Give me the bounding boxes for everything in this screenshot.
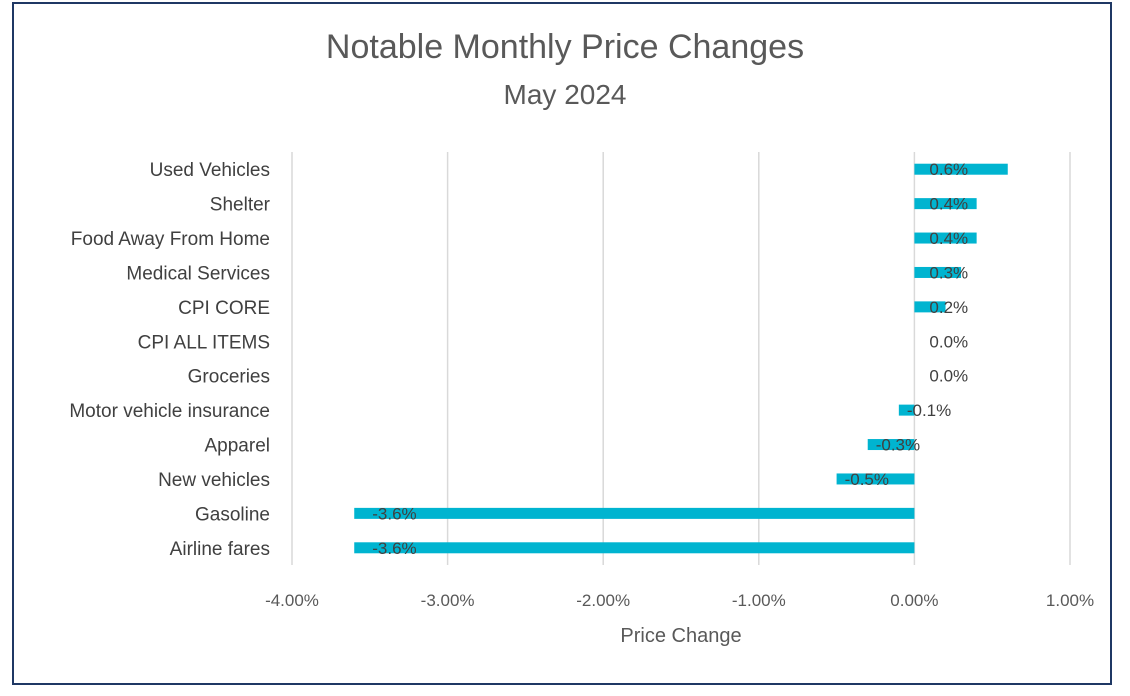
category-label: Apparel [205, 436, 271, 457]
x-tick-labels: -4.00% -3.00% -2.00% -1.00% 0.00% 1.00% [265, 591, 1094, 610]
bar [914, 163, 1008, 175]
category-label: Motor vehicle insurance [69, 401, 270, 422]
x-tick-label: 0.00% [890, 591, 938, 610]
data-label: 0.4% [929, 229, 968, 248]
bar [836, 473, 915, 485]
data-label: -0.3% [876, 436, 920, 455]
data-label: 0.6% [929, 160, 968, 179]
data-label: 0.0% [929, 332, 968, 351]
bar [914, 232, 977, 244]
bar [867, 439, 915, 451]
x-tick-label: -1.00% [732, 591, 786, 610]
bar [914, 266, 962, 278]
category-labels: Used Vehicles Shelter Food Away From Home M… [69, 160, 270, 560]
category-label: Gasoline [195, 504, 270, 525]
category-label: New vehicles [158, 470, 270, 491]
data-label: 0.4% [929, 195, 968, 214]
category-label: CPI CORE [178, 298, 270, 319]
x-tick-label: -4.00% [265, 591, 319, 610]
category-label: Used Vehicles [150, 160, 270, 181]
data-label: 0.3% [929, 263, 968, 282]
x-axis-title: Price Change [620, 625, 741, 647]
data-label: -0.5% [845, 470, 889, 489]
chart-title: Notable Monthly Price Changes [326, 28, 804, 66]
data-label: -3.6% [372, 539, 416, 558]
category-label: Airline fares [170, 539, 270, 560]
x-tick-label: -3.00% [421, 591, 475, 610]
chart-frame [12, 2, 1112, 685]
data-label: -0.1% [907, 401, 951, 420]
data-label: 0.2% [929, 298, 968, 317]
bar [914, 198, 977, 210]
bar [354, 507, 915, 519]
data-label: 0.0% [929, 367, 968, 386]
bar [354, 542, 915, 554]
x-tick-label: 1.00% [1046, 591, 1094, 610]
category-label: CPI ALL ITEMS [138, 332, 270, 353]
chart-subtitle: May 2024 [504, 79, 627, 110]
category-label: Food Away From Home [71, 229, 270, 250]
bar [914, 301, 946, 313]
bar [898, 404, 915, 416]
category-label: Medical Services [126, 263, 270, 284]
data-label: -3.6% [372, 504, 416, 523]
category-label: Shelter [210, 195, 271, 216]
category-label: Groceries [188, 367, 270, 388]
bar-series [354, 163, 1008, 554]
data-labels: 0.6% 0.4% 0.4% 0.3% 0.2% 0.0% 0.0% -0.1% -0.3% -0… [372, 160, 968, 558]
gridlines [291, 152, 1071, 565]
x-tick-label: -2.00% [576, 591, 630, 610]
